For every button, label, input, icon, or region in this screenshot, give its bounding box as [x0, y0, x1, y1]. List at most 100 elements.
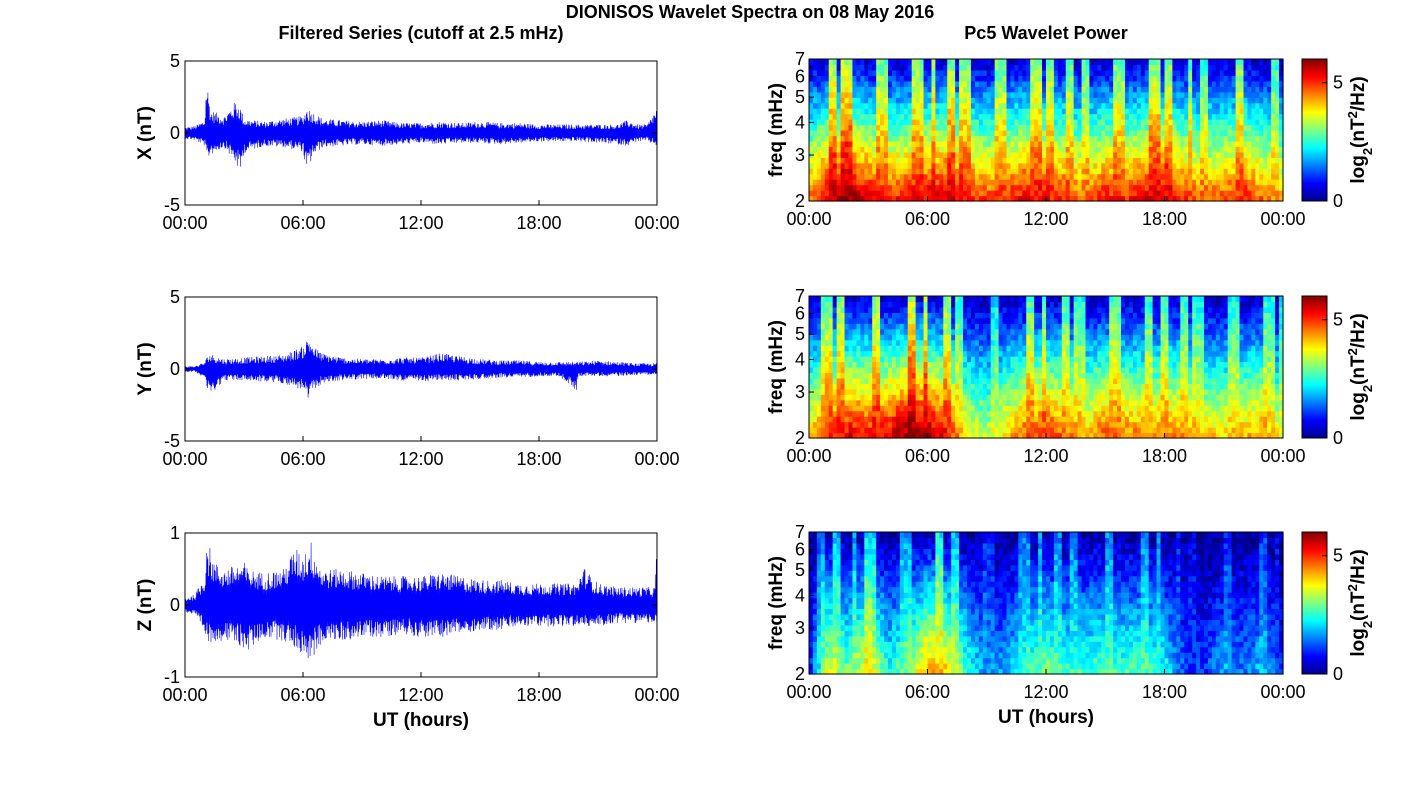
power-cell: [1247, 195, 1252, 202]
power-cell: [1046, 323, 1051, 330]
power-cell: [931, 91, 936, 98]
power-cell: [860, 377, 865, 384]
power-cell: [1247, 119, 1252, 126]
power-cell: [880, 119, 885, 126]
power-cell: [1042, 306, 1047, 313]
power-cell: [1239, 59, 1245, 66]
power-cell: [903, 323, 909, 330]
power-cell: [1259, 135, 1264, 142]
power-cell: [1156, 168, 1162, 175]
power-cell: [947, 405, 952, 412]
power-cell: [1014, 86, 1019, 93]
power-cell: [1057, 432, 1063, 439]
power-cell: [1279, 168, 1284, 175]
power-cell: [1034, 432, 1039, 439]
power-cell: [872, 140, 877, 147]
power-cell: [978, 69, 984, 76]
power-cell: [967, 323, 972, 330]
power-cell: [943, 306, 948, 313]
power-cell: [1046, 432, 1051, 439]
power-cell: [844, 399, 850, 406]
power-cell: [1061, 140, 1067, 147]
power-cell: [1057, 334, 1063, 341]
x-tick-label: 18:00: [516, 685, 561, 705]
power-cell: [1014, 108, 1019, 115]
power-cell: [1117, 157, 1122, 164]
power-cell: [899, 135, 905, 142]
power-cell: [955, 151, 960, 158]
power-cell: [963, 405, 968, 412]
power-cell: [923, 64, 929, 71]
power-cell: [1235, 146, 1241, 153]
power-cell: [1128, 97, 1134, 104]
power-cell: [844, 135, 850, 142]
power-cell: [876, 410, 881, 417]
power-cell: [1030, 328, 1035, 335]
power-cell: [1049, 190, 1055, 197]
power-cell: [919, 361, 925, 368]
power-cell: [998, 91, 1004, 98]
power-cell: [994, 345, 1000, 352]
power-cell: [888, 394, 893, 401]
power-cell: [816, 59, 822, 66]
power-cell: [990, 372, 996, 379]
power-cell: [1097, 151, 1102, 158]
power-cell: [1184, 119, 1189, 126]
power-cell: [970, 334, 976, 341]
power-cell: [911, 102, 917, 109]
power-cell: [820, 75, 826, 82]
power-cell: [1247, 69, 1252, 76]
power-cell: [840, 135, 846, 142]
power-cell: [970, 157, 976, 164]
power-cell: [1026, 377, 1031, 384]
power-cell: [1140, 108, 1146, 115]
power-cell: [816, 394, 822, 401]
power-cell: [868, 410, 873, 417]
power-cell: [931, 151, 936, 158]
power-cell: [1204, 64, 1209, 71]
power-cell: [990, 334, 996, 341]
power-cell: [895, 377, 901, 384]
power-cell: [939, 173, 944, 180]
power-cell: [1014, 184, 1019, 191]
power-cell: [919, 86, 925, 93]
power-cell: [1010, 162, 1015, 169]
power-cell: [1022, 328, 1027, 335]
power-cell: [907, 399, 913, 406]
power-cell: [1085, 140, 1091, 147]
colorbar-label-text: /Hz): [1348, 76, 1369, 111]
power-cell: [915, 162, 921, 169]
power-cell: [990, 399, 996, 406]
power-cell: [1046, 102, 1051, 109]
power-cell: [986, 119, 992, 126]
power-cell: [1042, 317, 1047, 324]
power-cell: [860, 323, 865, 330]
power-cell: [903, 350, 909, 357]
power-cell: [1144, 195, 1150, 202]
power-cell: [1235, 173, 1241, 180]
power-cell: [828, 367, 834, 374]
power-cell: [1219, 119, 1225, 126]
power-cell: [927, 86, 933, 93]
power-cell: [1223, 135, 1229, 142]
power-cell: [1263, 157, 1268, 164]
power-cell: [828, 102, 834, 109]
power-cell: [1125, 80, 1130, 87]
power-cell: [1188, 124, 1193, 131]
power-cell: [903, 146, 909, 153]
power-cell: [880, 383, 885, 390]
power-cell: [903, 80, 909, 87]
power-cell: [1006, 394, 1012, 401]
power-cell: [1275, 173, 1280, 180]
power-cell: [836, 86, 842, 93]
power-cell: [876, 151, 881, 158]
power-cell: [1279, 179, 1284, 186]
power-cell: [864, 383, 869, 390]
power-cell: [1018, 102, 1023, 109]
power-cell: [864, 97, 869, 104]
power-cell: [1117, 59, 1122, 66]
power-cell: [970, 151, 976, 158]
power-cell: [1247, 140, 1252, 147]
power-cell: [1255, 146, 1260, 153]
power-cell: [919, 427, 925, 434]
